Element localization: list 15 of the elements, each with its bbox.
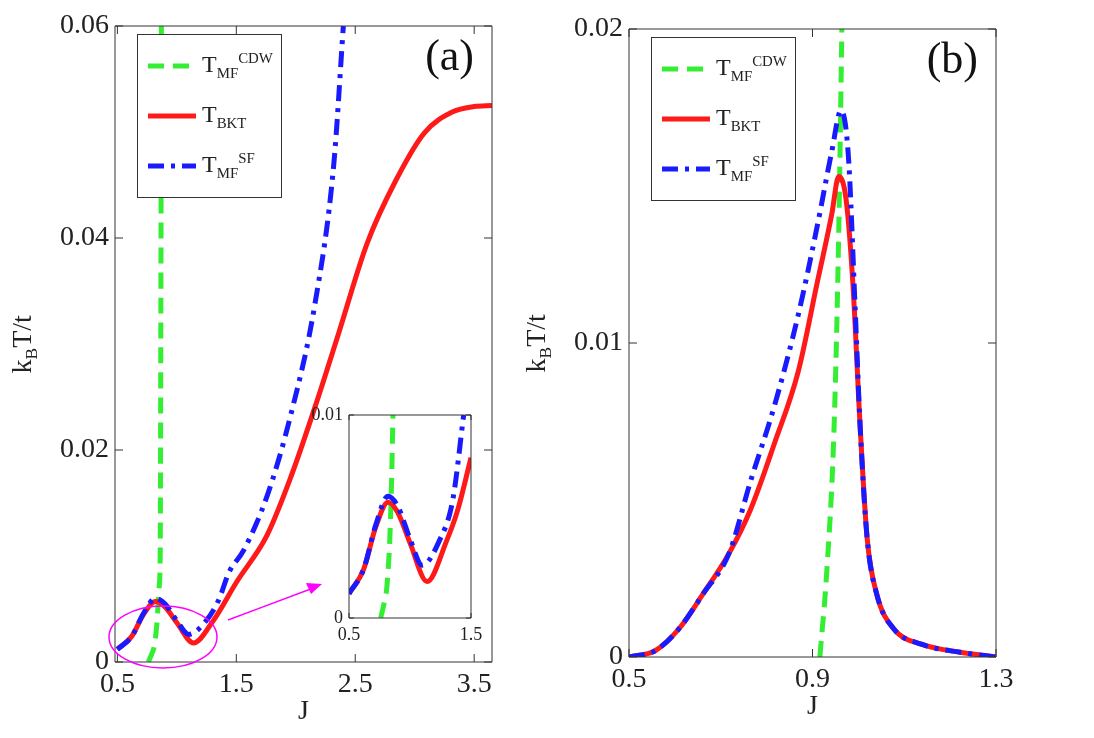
- x-tick-label: 2.5: [337, 667, 373, 699]
- y-tick-label: 0.06: [60, 8, 109, 40]
- y-tick-label: 0.01: [574, 325, 623, 357]
- x-tick-label: 3.5: [456, 667, 492, 699]
- y-tick-label: 0.02: [574, 11, 623, 43]
- x-tick-label: 1.5: [459, 623, 483, 644]
- x-tick-label: 1.3: [978, 662, 1014, 694]
- x-tick-label: 1.5: [218, 667, 254, 699]
- y-tick-label: 0.02: [60, 432, 109, 464]
- x-axis-title: J: [298, 694, 309, 726]
- y-tick-label: 0.04: [60, 220, 109, 252]
- legend-label: T$_{BKT}$: [716, 103, 761, 135]
- legend-label: T$_{BKT}$: [202, 100, 247, 132]
- annotation: (b): [926, 33, 978, 83]
- annotation: (a): [425, 30, 474, 80]
